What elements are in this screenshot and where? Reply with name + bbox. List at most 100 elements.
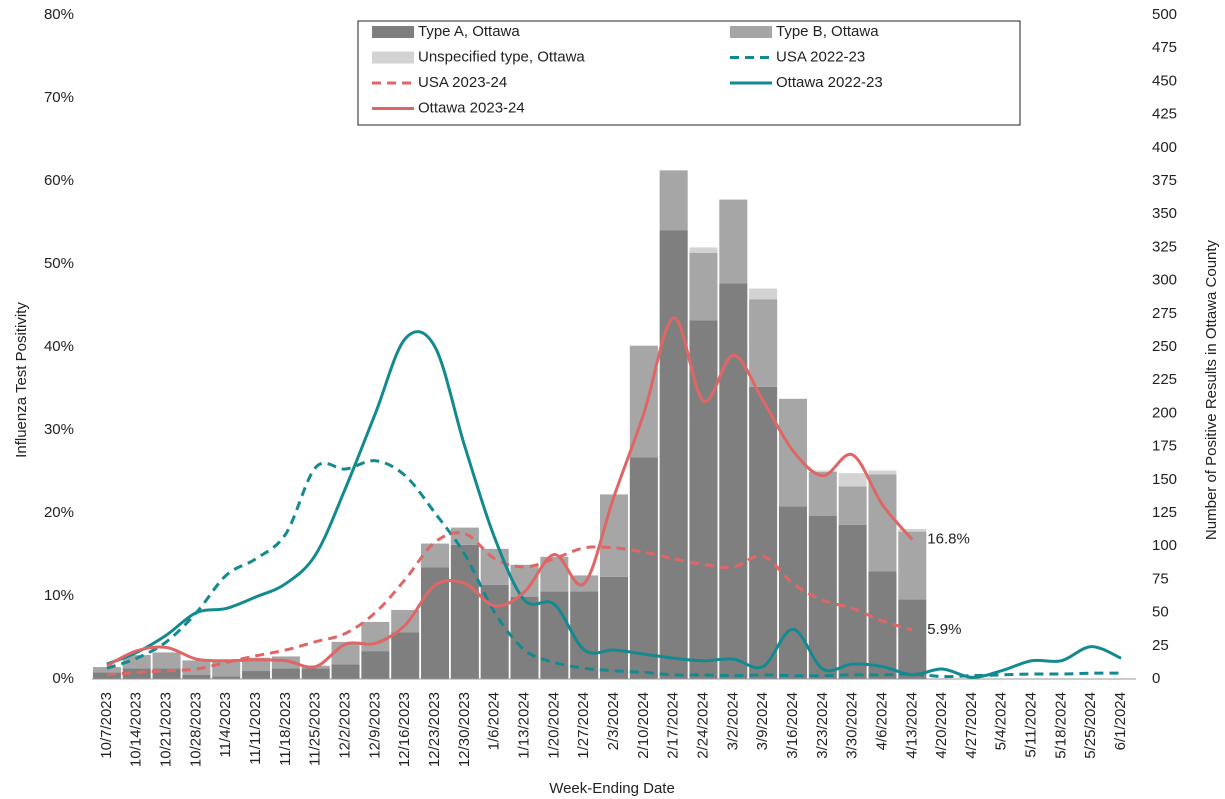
line [106, 330, 1122, 679]
y2-tick-label: 50 [1152, 604, 1169, 621]
bar [92, 672, 121, 679]
x-tick-label: 12/23/2023 [426, 692, 443, 767]
y-tick-label: 10% [44, 587, 74, 604]
x-tick-label: 10/28/2023 [187, 692, 204, 767]
x-tick-label: 10/14/2023 [128, 692, 145, 767]
legend-label: Unspecified type, Ottawa [418, 48, 585, 65]
legend-swatch [730, 26, 772, 38]
bar [659, 230, 688, 680]
x-tick-label: 12/2/2023 [337, 692, 354, 759]
x-tick-label: 5/25/2024 [1082, 692, 1099, 759]
x-tick-label: 10/21/2023 [158, 692, 175, 767]
bar [629, 457, 658, 679]
legend-label: Type A, Ottawa [418, 23, 520, 40]
y-tick-label: 80% [44, 6, 74, 23]
line [106, 459, 1122, 679]
bar [898, 531, 927, 600]
x-tick-label: 4/20/2024 [933, 692, 950, 759]
bar [182, 660, 211, 676]
y2-tick-label: 475 [1152, 39, 1177, 56]
x-tick-label: 1/20/2024 [545, 692, 562, 759]
legend-label: Ottawa 2023-24 [418, 99, 525, 116]
bar [689, 247, 718, 253]
bar [331, 664, 360, 679]
legend-swatch [372, 26, 414, 38]
y2-tick-label: 300 [1152, 272, 1177, 289]
bar [391, 632, 420, 679]
y2-tick-label: 200 [1152, 404, 1177, 421]
legend-label: Ottawa 2022-23 [776, 74, 883, 91]
bar [749, 299, 778, 387]
x-tick-label: 1/27/2024 [575, 692, 592, 759]
x-tick-label: 3/2/2024 [724, 692, 741, 750]
x-tick-label: 2/17/2024 [665, 692, 682, 759]
y2-tick-label: 450 [1152, 72, 1177, 89]
x-tick-label: 12/16/2023 [396, 692, 413, 767]
x-tick-label: 5/18/2024 [1052, 692, 1069, 759]
bar [421, 543, 450, 568]
bar [719, 283, 748, 679]
y2-tick-label: 75 [1152, 570, 1169, 587]
y2-tick-label: 275 [1152, 305, 1177, 322]
y2-tick-label: 375 [1152, 172, 1177, 189]
y2-axis-title: Number of Positive Results in Ottawa Cou… [1203, 239, 1220, 540]
y2-tick-label: 500 [1152, 6, 1177, 23]
bar [450, 544, 479, 679]
x-tick-label: 5/4/2024 [993, 692, 1010, 750]
bar [749, 288, 778, 300]
bar [599, 576, 629, 679]
bar [778, 506, 807, 679]
bar [242, 671, 271, 679]
bar [212, 676, 241, 679]
y-axis-title: Influenza Test Positivity [13, 302, 30, 458]
x-tick-label: 5/11/2024 [1023, 692, 1040, 758]
bar [898, 599, 927, 679]
x-tick-label: 3/9/2024 [754, 692, 771, 750]
y2-tick-label: 325 [1152, 238, 1177, 255]
x-axis-title: Week-Ending Date [549, 780, 675, 797]
legend-label: USA 2022-23 [776, 48, 865, 65]
bar [808, 471, 837, 516]
bar [749, 386, 778, 679]
bar [689, 252, 718, 321]
bar [719, 199, 748, 284]
bar [838, 473, 867, 487]
bar [92, 667, 121, 673]
y2-tick-label: 175 [1152, 438, 1177, 455]
bar [808, 470, 837, 472]
x-tick-label: 11/25/2023 [307, 692, 324, 766]
x-tick-label: 11/18/2023 [277, 692, 294, 766]
y-tick-label: 50% [44, 255, 74, 272]
x-tick-label: 4/13/2024 [903, 692, 920, 759]
bar [152, 652, 181, 669]
line [106, 316, 914, 669]
bar [659, 170, 688, 231]
x-tick-label: 4/27/2024 [963, 692, 980, 759]
data-label: 16.8% [927, 531, 970, 548]
bar [868, 571, 897, 679]
legend-label: USA 2023-24 [418, 74, 507, 91]
x-tick-label: 12/9/2023 [366, 692, 383, 759]
x-tick-label: 2/3/2024 [605, 692, 622, 750]
y-tick-label: 60% [44, 172, 74, 189]
data-label: 5.9% [927, 621, 961, 638]
bar [450, 527, 479, 545]
y2-tick-label: 100 [1152, 537, 1177, 554]
x-tick-label: 3/23/2024 [814, 692, 831, 759]
y-tick-label: 0% [52, 670, 74, 687]
y-tick-label: 30% [44, 421, 74, 438]
x-tick-label: 2/24/2024 [694, 692, 711, 759]
y2-tick-label: 425 [1152, 106, 1177, 123]
y2-tick-label: 25 [1152, 637, 1169, 654]
x-tick-label: 1/13/2024 [515, 692, 532, 759]
legend-swatch [372, 51, 414, 64]
y2-tick-label: 0 [1152, 670, 1160, 687]
bar [122, 655, 151, 669]
x-tick-label: 12/30/2023 [456, 692, 473, 767]
bar [361, 621, 390, 652]
x-tick-label: 11/11/2023 [247, 692, 264, 765]
y2-tick-label: 150 [1152, 471, 1177, 488]
bar [361, 651, 390, 679]
x-tick-label: 3/16/2024 [784, 692, 801, 759]
y2-tick-label: 125 [1152, 504, 1177, 521]
